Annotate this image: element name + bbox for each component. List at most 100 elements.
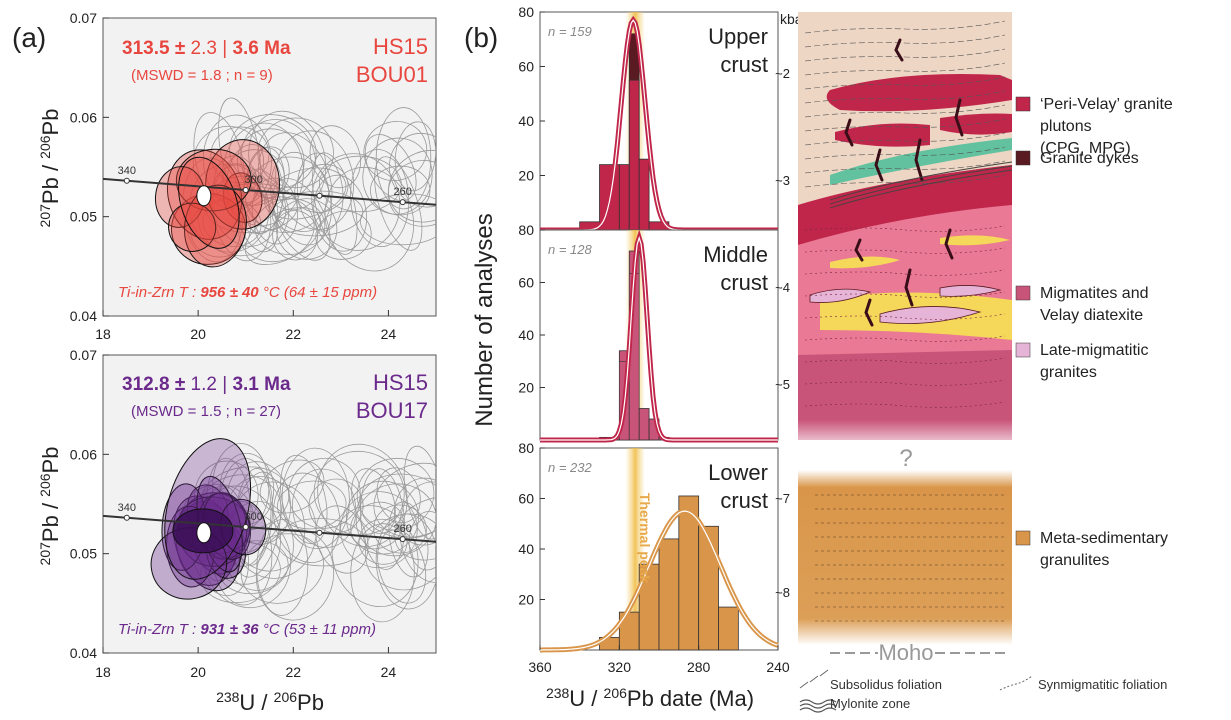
- sample-bottom-1: HS15: [373, 370, 428, 395]
- concordia-marker: [316, 529, 323, 536]
- grey-ellipse: [351, 468, 396, 534]
- y-tick-label: 0.07: [70, 10, 97, 26]
- grey-ellipse: [236, 128, 305, 196]
- kbar-ticks: ~2 ~3 ~4 ~5 ~7 ~8: [775, 66, 790, 600]
- grey-ellipse: [360, 193, 436, 246]
- grey-ellipse: [350, 149, 410, 248]
- histogram-title: Upper: [708, 24, 768, 49]
- synmigmatitic-line: [804, 401, 1006, 408]
- x-tick-label: 22: [285, 326, 301, 342]
- legend-label: ‘Peri-Velay’ granite: [1040, 96, 1173, 113]
- late-granite-1: [809, 288, 872, 303]
- mylonite-line: [829, 161, 1013, 201]
- grey-ellipse: [277, 480, 347, 530]
- granite-dyke: [854, 238, 864, 262]
- grey-ellipse: [350, 523, 415, 623]
- legend-swatch: [1015, 96, 1031, 112]
- granite-dyke: [904, 268, 914, 307]
- grey-ellipse: [238, 196, 315, 262]
- legend-label: Granite dykes: [1040, 150, 1139, 167]
- grey-ellipse: [272, 210, 318, 261]
- grey-ellipse: [317, 443, 408, 547]
- age-bottom: 312.8 ± 1.2 | 3.1 Ma: [122, 374, 291, 395]
- legend-label: Late-migmatitic: [1040, 342, 1148, 359]
- legend: ‘Peri-Velay’ granite plutons (CPG, MPG)Gra…: [1015, 96, 1173, 569]
- age-ellipse: [175, 148, 252, 212]
- grey-ellipse: [375, 107, 432, 210]
- x-tick-label: 18: [95, 326, 111, 342]
- histogram-1: 20 40 60 80 n = 128 Middle crust: [518, 222, 779, 443]
- x-tick-label: 320: [608, 659, 632, 675]
- grey-ellipse: [374, 156, 423, 251]
- y-tick-label: 80: [518, 440, 534, 456]
- ellipses-bottom: 340 300 260: [103, 438, 436, 623]
- grey-ellipse: [276, 198, 338, 260]
- pluton-1: [826, 74, 1012, 112]
- yellow-lens-2: [940, 235, 1010, 246]
- grey-ellipse: [245, 156, 330, 233]
- column-decor: [804, 20, 1013, 622]
- grey-ellipse: [230, 471, 282, 578]
- foliation-line: [804, 76, 1006, 90]
- foliation-line: [804, 48, 1006, 62]
- legend-label: plutons: [1040, 118, 1092, 135]
- grey-ellipse: [189, 199, 251, 258]
- grey-ellipse: [192, 125, 265, 200]
- histogram-bar: [638, 408, 650, 441]
- grey-ellipse: [393, 477, 436, 546]
- grey-ellipse: [394, 496, 436, 561]
- legend-label: Meta-sedimentary: [1040, 530, 1168, 547]
- kbar-tick-label: ~5: [775, 377, 790, 392]
- mylonite-line: [829, 165, 1013, 205]
- mylonite-label: Mylonite zone: [830, 696, 910, 711]
- thermal-peak-label: Thermal peak: [637, 493, 653, 583]
- histogram-frame: [539, 11, 779, 231]
- foliation-line: [804, 20, 1006, 34]
- grey-ellipse: [363, 121, 428, 181]
- y-tick-label: 0.06: [70, 446, 97, 462]
- granite-dyke: [954, 98, 964, 137]
- grey-ellipse: [202, 510, 292, 609]
- late-granite-3: [939, 285, 1002, 297]
- concordia-age-point: [196, 522, 212, 544]
- legend-label: Migmatites and: [1040, 285, 1149, 302]
- grey-ellipse: [202, 114, 272, 207]
- grey-ellipse: [394, 121, 436, 192]
- grey-ellipse: [388, 501, 429, 578]
- panel-a-label: (a): [12, 22, 46, 53]
- concordia-marker: [242, 523, 249, 530]
- y-tick-label: 0.05: [70, 209, 97, 225]
- subsolidus-label: Subsolidus foliation: [830, 677, 942, 692]
- axes-top: 18 20 22 24 0.04 0.05 0.06 0.07: [70, 10, 397, 342]
- y-tick-label: 60: [518, 59, 534, 75]
- mylonite-line: [829, 169, 1013, 209]
- n-label: n = 128: [548, 242, 593, 257]
- concordia-line: [103, 177, 436, 206]
- x-tick-label: 20: [190, 326, 206, 342]
- concordia-marker: [242, 186, 249, 193]
- y-tick-label: 0.04: [70, 645, 97, 661]
- concordia-label: 300: [245, 174, 263, 186]
- grey-ellipse: [355, 483, 436, 557]
- histogram-bar-inner: [628, 79, 640, 231]
- concordia-label: 300: [245, 511, 263, 523]
- y-tick-label: 0.06: [70, 109, 97, 125]
- concordia-label: 260: [394, 186, 412, 198]
- y-tick-label: 80: [518, 222, 534, 238]
- grey-ellipse: [403, 445, 436, 540]
- mylonite-icon: [799, 699, 837, 713]
- grey-ellipse: [318, 155, 402, 213]
- histogram-title: Middle: [703, 242, 768, 267]
- x-tick-label: 20: [190, 664, 206, 680]
- legend-label: Velay diatexite: [1040, 307, 1143, 324]
- foliation-line: [804, 118, 1006, 132]
- n-label: n = 159: [548, 24, 592, 39]
- histogram-0: 20 40 60 80 n = 159 Upper crust: [518, 4, 779, 233]
- foliation-line: [804, 160, 1006, 174]
- histogram-title: crust: [720, 52, 768, 77]
- granite-dyke: [944, 228, 954, 260]
- subsolidus-icon: [799, 669, 829, 689]
- x-tick-label: 22: [285, 664, 301, 680]
- stats-bottom: (MSWD = 1.5 ; n = 27): [131, 403, 281, 420]
- concordia-marker: [123, 514, 130, 521]
